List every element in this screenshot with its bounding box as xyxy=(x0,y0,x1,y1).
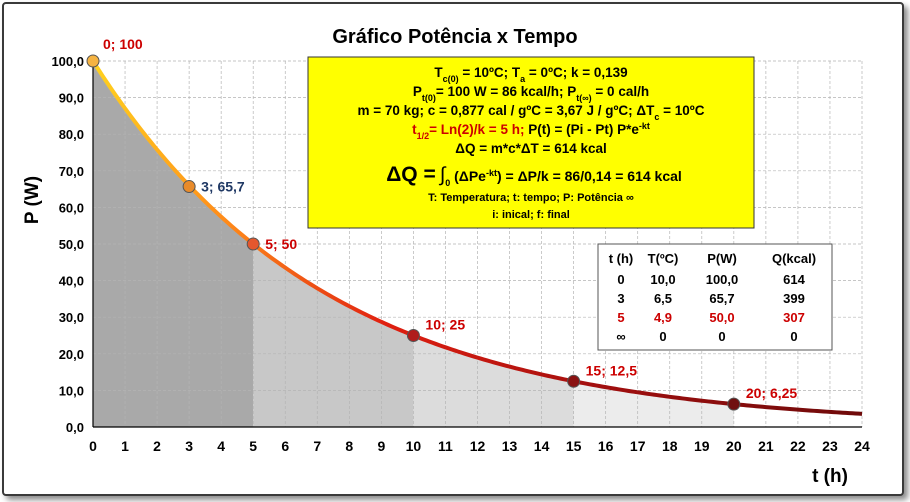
x-tick-label: 8 xyxy=(345,438,353,454)
table-cell: 10,0 xyxy=(650,272,675,287)
info-line-legend-1: T: Temperatura; t: tempo; P: Potência ∞ xyxy=(428,192,634,204)
y-tick-label: 40,0 xyxy=(59,274,84,289)
y-tick-label: 100,0 xyxy=(51,54,84,69)
y-tick-label: 80,0 xyxy=(59,127,84,142)
data-table: t (h) T(ºC) P(W) Q(kcal) 0 10,0 100,0 614 3 6,5 65… xyxy=(597,243,833,351)
table-cell: 3 xyxy=(617,291,624,306)
table-header-cell: T(ºC) xyxy=(648,251,679,266)
data-labels: 0; 100 3; 65,7 5; 50 10; 25 15; 12,5 20; 6,25 xyxy=(103,36,797,401)
x-tick-label: 17 xyxy=(630,438,646,454)
data-label: 0; 100 xyxy=(103,36,143,52)
shading-band-3 xyxy=(573,381,734,427)
info-line-mass: m = 70 kg; c = 0,877 cal / gºC = 3,67 J … xyxy=(358,103,705,122)
x-tick-label: 16 xyxy=(598,438,614,454)
info-box: Tc(0) = 10ºC; Ta = 0ºC; k = 0,139 Pt(0)=… xyxy=(307,56,755,229)
x-tick-label: 1 xyxy=(121,438,129,454)
info-line-temperatures: Tc(0) = 10ºC; Ta = 0ºC; k = 0,139 xyxy=(434,65,627,84)
y-tick-label: 30,0 xyxy=(59,310,84,325)
table-cell: 6,5 xyxy=(654,291,672,306)
x-tick-label: 7 xyxy=(313,438,321,454)
table-cell: 0 xyxy=(790,329,797,344)
table-cell: 0 xyxy=(718,329,725,344)
x-tick-label: 9 xyxy=(377,438,385,454)
data-table-background xyxy=(597,243,833,351)
x-tick-label: 19 xyxy=(694,438,710,454)
data-point xyxy=(727,397,741,411)
data-point xyxy=(406,329,420,342)
table-cell: 4,9 xyxy=(654,310,672,325)
data-point xyxy=(182,180,196,194)
x-tick-label: 11 xyxy=(438,438,453,454)
x-tick-label: 14 xyxy=(534,438,550,454)
data-point xyxy=(567,374,581,388)
table-cell: 50,0 xyxy=(709,310,734,325)
data-label: 10; 25 xyxy=(425,317,465,333)
table-cell: 5 xyxy=(617,310,624,325)
y-tick-label: 60,0 xyxy=(59,200,84,215)
data-label: 5; 50 xyxy=(265,236,297,252)
table-cell: 399 xyxy=(783,291,805,306)
y-tick-labels: 0,0 10,0 20,0 30,0 40,0 50,0 60,0 70,0 80,0 90,0 1… xyxy=(51,54,84,435)
x-tick-label: 12 xyxy=(470,438,486,454)
x-tick-label: 18 xyxy=(662,438,678,454)
x-tick-label: 21 xyxy=(758,438,774,454)
shading-band-2 xyxy=(413,335,574,427)
x-tick-label: 2 xyxy=(153,438,161,454)
info-line-delta-q: ΔQ = m*c*ΔT = 614 kcal xyxy=(455,141,607,156)
x-tick-label: 20 xyxy=(726,438,742,454)
table-header-cell: Q(kcal) xyxy=(772,251,816,266)
x-tick-label: 3 xyxy=(185,438,193,454)
table-cell: 65,7 xyxy=(709,291,734,306)
data-label: 3; 65,7 xyxy=(201,179,245,195)
axes xyxy=(92,61,862,428)
data-label: 20; 6,25 xyxy=(746,385,798,401)
table-cell: 307 xyxy=(783,310,805,325)
x-tick-label: 15 xyxy=(566,438,582,454)
table-header-cell: P(W) xyxy=(707,251,737,266)
x-tick-label: 6 xyxy=(281,438,289,454)
info-line-half-life: t1/2= Ln(2)/k = 5 h; P(t) = (Pi - Pt) P*… xyxy=(412,121,650,141)
table-cell: 0 xyxy=(659,329,666,344)
x-axis-label: t (h) xyxy=(812,466,848,487)
y-tick-label: 90,0 xyxy=(59,91,84,106)
table-cell: 0 xyxy=(617,272,624,287)
info-line-integral: ΔQ = ∫0 (ΔPe-kt) = ΔP/k = 86/0,14 = 614 k… xyxy=(386,163,682,188)
data-point xyxy=(246,237,260,251)
x-tick-label: 23 xyxy=(822,438,838,454)
x-tick-label: 5 xyxy=(249,438,257,454)
table-cell: 614 xyxy=(783,272,805,287)
table-cell: 100,0 xyxy=(706,272,739,287)
y-tick-label: 50,0 xyxy=(59,237,84,252)
data-points xyxy=(86,54,741,411)
shading-band-1 xyxy=(253,243,414,427)
x-tick-label: 4 xyxy=(217,438,225,454)
y-tick-label: 70,0 xyxy=(59,164,84,179)
y-tick-label: 10,0 xyxy=(59,383,84,398)
chart-title: Gráfico Potência x Tempo xyxy=(332,26,577,48)
y-tick-label: 0,0 xyxy=(66,420,84,435)
y-tick-label: 20,0 xyxy=(59,347,84,362)
info-box-background xyxy=(307,56,755,229)
x-tick-label: 22 xyxy=(790,438,806,454)
data-point xyxy=(86,54,100,68)
x-tick-label: 10 xyxy=(406,438,422,454)
x-tick-label: 13 xyxy=(502,438,518,454)
table-header-cell: t (h) xyxy=(609,251,634,266)
data-label: 15; 12,5 xyxy=(586,362,638,378)
info-line-power: Pt(0)= 100 W = 86 kcal/h; Pt(∞) = 0 cal/… xyxy=(413,84,649,103)
x-tick-labels: 0 1 2 3 4 5 6 7 8 9 10 11 12 13 14 15 16 17 18 19 20 21 22 23 24 xyxy=(89,438,870,454)
x-tick-label: 24 xyxy=(854,438,870,454)
x-tick-label: 0 xyxy=(89,438,97,454)
info-line-legend-2: i: inical; f: final xyxy=(492,209,570,221)
y-axis-label: P (W) xyxy=(22,176,43,224)
table-cell: ∞ xyxy=(616,329,625,344)
